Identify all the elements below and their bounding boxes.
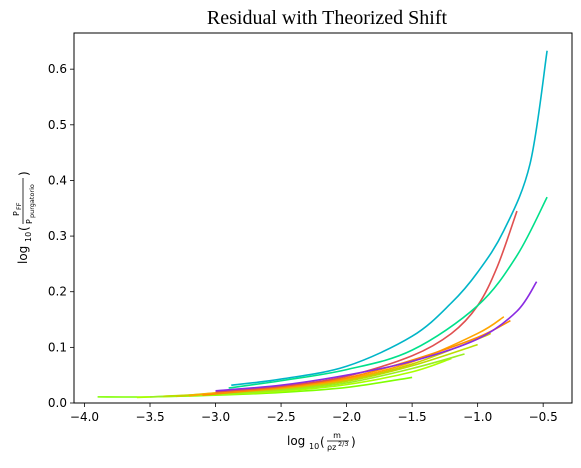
y-label-paren-open: (	[17, 226, 31, 231]
x-label-paren-close: )	[351, 435, 356, 449]
plot-frame	[73, 32, 573, 404]
x-tick-label: −4.0	[70, 410, 99, 424]
series-line-8	[215, 210, 518, 393]
y-label-sub: 10	[24, 232, 33, 242]
x-tick-label: −1.5	[398, 410, 427, 424]
x-label-paren-open: (	[320, 435, 325, 449]
series-line-11	[231, 50, 548, 386]
x-label-prefix: log	[287, 434, 305, 448]
x-label-den-base: ρz	[327, 443, 336, 452]
series-line-10	[228, 196, 548, 389]
y-tick-label: 0.0	[48, 396, 67, 410]
chart-title: Residual with Theorized Shift	[207, 7, 448, 29]
y-tick-label: 0.2	[48, 285, 67, 299]
x-tick-label: −3.0	[201, 410, 230, 424]
y-label-paren-close: )	[17, 171, 31, 176]
y-tick-label: 0.6	[48, 62, 67, 76]
y-label-den-sub: purgatorio	[28, 184, 36, 218]
series-layer	[97, 50, 548, 399]
x-tick-label: −3.5	[135, 410, 164, 424]
series-line-9	[215, 281, 538, 392]
x-axis-label: log 10 ( m ρz 2/3 )	[287, 431, 356, 452]
y-label-num-sub: FF	[15, 202, 23, 210]
series-line-7	[202, 319, 511, 397]
y-label-num-base: P	[12, 211, 21, 216]
y-label-den-base: P	[25, 219, 34, 224]
x-tick-label: −2.5	[266, 410, 295, 424]
y-label-prefix: log	[16, 246, 30, 264]
x-tick-label: −2.0	[332, 410, 361, 424]
x-label-den-sup: 2/3	[338, 440, 348, 448]
y-axis-ticks: 0.0 0.1 0.2 0.3 0.4 0.5 0.6	[48, 62, 74, 410]
y-axis-label: log 10 ( P FF P purgatorio )	[12, 171, 36, 264]
y-tick-label: 0.1	[48, 340, 67, 354]
x-axis-ticks: −4.0 −3.5 −3.0 −2.5 −2.0 −1.5 −1.0 −0.5	[70, 403, 558, 424]
y-tick-label: 0.4	[48, 173, 67, 187]
x-label-sub: 10	[309, 442, 319, 451]
y-tick-label: 0.5	[48, 118, 67, 132]
series-line-6	[189, 316, 505, 397]
x-tick-label: −1.0	[463, 410, 492, 424]
y-tick-label: 0.3	[48, 229, 67, 243]
x-label-num: m	[333, 431, 341, 440]
x-tick-label: −0.5	[529, 410, 558, 424]
